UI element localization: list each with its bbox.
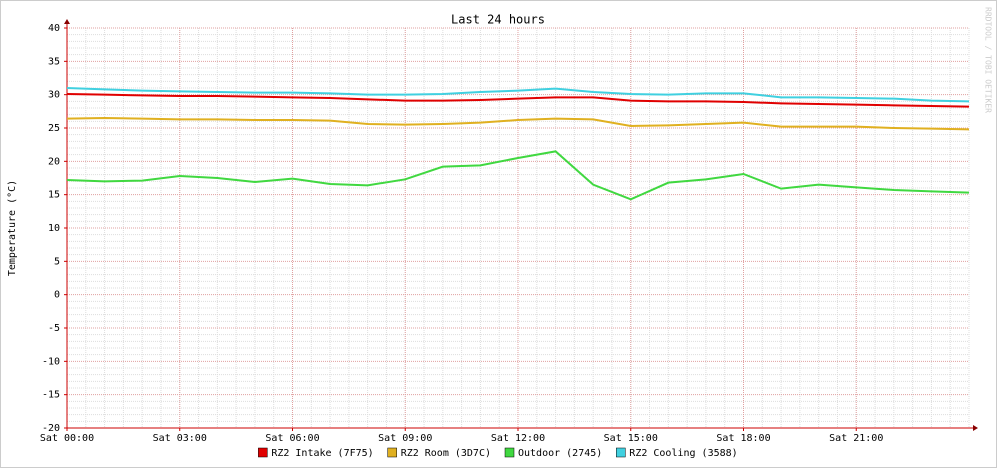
legend-swatch <box>616 447 626 458</box>
y-tick-label: 30 <box>48 90 60 101</box>
legend-label: RZ2 Room (3D7C) <box>401 448 491 459</box>
y-tick-label: 0 <box>54 290 60 301</box>
y-tick-label: 5 <box>54 256 60 267</box>
y-tick-label: -20 <box>42 423 60 434</box>
x-tick-label: Sat 09:00 <box>378 433 432 444</box>
chart-title: Last 24 hours <box>451 13 545 27</box>
y-tick-label: 20 <box>48 156 60 167</box>
y-tick-label: -10 <box>42 356 60 367</box>
legend-label: RZ2 Cooling (3588) <box>629 448 737 459</box>
series-line <box>66 93 970 108</box>
x-tick-label: Sat 03:00 <box>153 433 207 444</box>
legend-label: Outdoor (2745) <box>518 448 602 459</box>
x-tick-label: Sat 06:00 <box>265 433 319 444</box>
x-tick-label: Sat 12:00 <box>491 433 545 444</box>
x-tick-label: Sat 21:00 <box>829 433 883 444</box>
y-axis-label: Temperature (°C) <box>7 180 18 276</box>
y-tick-label: 10 <box>48 223 60 234</box>
watermark: RRDTOOL / TOBI OETIKER <box>984 7 993 113</box>
series-line <box>66 87 970 103</box>
x-tick-label: Sat 15:00 <box>604 433 658 444</box>
y-tick-label: -15 <box>42 390 60 401</box>
x-tick-label: Sat 18:00 <box>716 433 770 444</box>
x-axis-arrow <box>973 425 978 431</box>
legend-swatch <box>258 447 268 458</box>
series-line <box>66 116 970 131</box>
y-tick-label: 40 <box>48 23 60 34</box>
legend-swatch <box>504 447 515 458</box>
y-tick-label: 15 <box>48 190 60 201</box>
x-tick-label: Sat 00:00 <box>40 433 94 444</box>
legend-swatch <box>387 447 397 458</box>
legend-label: RZ2 Intake (7F75) <box>271 448 373 459</box>
y-tick-label: -5 <box>48 323 60 334</box>
y-tick-label: 25 <box>48 123 60 134</box>
y-tick-label: 35 <box>48 56 60 67</box>
series-line <box>66 150 970 201</box>
y-axis-arrow <box>64 19 70 24</box>
